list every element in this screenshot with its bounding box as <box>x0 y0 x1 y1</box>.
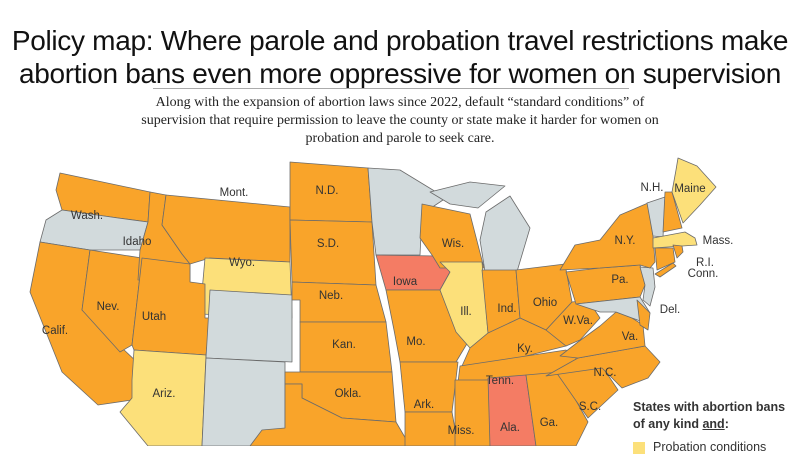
state-me <box>671 157 717 224</box>
state-ma <box>652 231 698 249</box>
state-label-ga: Ga. <box>540 417 559 429</box>
state-label-sc: S.C. <box>579 401 601 413</box>
state-label-wv: W.Va. <box>563 315 593 327</box>
legend-heading-and: and <box>702 417 725 431</box>
state-label-nc: N.C. <box>594 367 617 379</box>
state-md <box>575 296 651 323</box>
state-label-mo: Mo. <box>406 336 425 348</box>
legend-heading-colon: : <box>724 417 729 431</box>
state-label-nd: N.D. <box>316 185 339 197</box>
state-sd <box>289 219 377 286</box>
state-label-ut: Utah <box>142 311 166 323</box>
state-wi <box>419 203 485 269</box>
state-label-mt: Mont. <box>220 187 249 199</box>
state-label-wa: Wash. <box>71 210 103 222</box>
state-label-wi: Wis. <box>442 238 464 250</box>
state-mi_up <box>429 181 506 209</box>
title-divider <box>153 88 629 89</box>
state-label-ma: Mass. <box>703 235 734 247</box>
legend-heading-line2: of any kind <box>633 417 703 431</box>
legend-swatch <box>633 441 645 454</box>
state-label-ky: Ky. <box>517 343 533 355</box>
state-label-in: Ind. <box>497 303 516 315</box>
state-label-tn: Tenn. <box>486 375 514 387</box>
state-label-ct: Conn. <box>688 268 719 280</box>
legend-item-probation: Probation conditions <box>633 439 785 456</box>
legend-heading: States with abortion bans of any kind an… <box>633 399 785 433</box>
state-de <box>636 299 651 331</box>
state-label-az: Ariz. <box>153 388 176 400</box>
state-label-wy: Wyo. <box>229 257 255 269</box>
state-nv <box>81 249 143 353</box>
state-label-il: Ill. <box>460 306 472 318</box>
state-nm <box>201 357 286 446</box>
state-label-nh: N.H. <box>641 182 664 194</box>
state-nj <box>639 266 656 307</box>
state-label-me: Maine <box>674 183 705 195</box>
state-ms <box>454 379 491 446</box>
state-wv <box>545 299 601 347</box>
state-label-pa: Pa. <box>611 274 628 286</box>
page-title: Policy map: Where parole and probation t… <box>11 25 789 89</box>
state-label-ks: Kan. <box>332 339 356 351</box>
state-label-ok: Okla. <box>335 388 362 400</box>
state-label-id: Idaho <box>123 236 152 248</box>
state-ne <box>291 281 387 323</box>
state-mi <box>479 195 531 279</box>
state-ri <box>672 244 684 259</box>
legend-item-label: Probation conditions <box>653 440 767 454</box>
state-label-ar: Ark. <box>414 399 434 411</box>
us-map: Wash. Calif. Nev. Idaho Mont. Wyo. Utah Ariz. N.… <box>29 157 734 446</box>
state-ct <box>654 247 676 271</box>
state-tx <box>249 383 411 446</box>
state-nh <box>662 191 683 233</box>
state-label-ms: Miss. <box>448 425 475 437</box>
state-co <box>205 289 293 363</box>
state-label-al: Ala. <box>500 422 520 434</box>
state-ut <box>131 257 211 356</box>
state-label-sd: S.D. <box>317 238 339 250</box>
state-al <box>487 374 537 446</box>
state-label-va: Va. <box>622 331 638 343</box>
state-label-ia: Iowa <box>393 276 418 288</box>
legend-heading-line1: States with abortion bans <box>633 400 786 414</box>
state-ny <box>559 202 656 271</box>
state-label-nv: Nev. <box>97 301 120 313</box>
legend: States with abortion bans of any kind an… <box>633 399 785 456</box>
state-la <box>404 411 459 446</box>
state-li <box>654 262 677 278</box>
state-label-de: Del. <box>660 304 680 316</box>
subtitle: Along with the expansion of abortion law… <box>141 95 659 146</box>
state-label-ny: N.Y. <box>615 235 636 247</box>
state-label-ri: R.I. <box>696 257 714 269</box>
state-label-ca: Calif. <box>42 325 68 337</box>
state-ky <box>461 317 567 367</box>
state-label-ne: Neb. <box>319 290 343 302</box>
state-label-oh: Ohio <box>533 297 557 309</box>
